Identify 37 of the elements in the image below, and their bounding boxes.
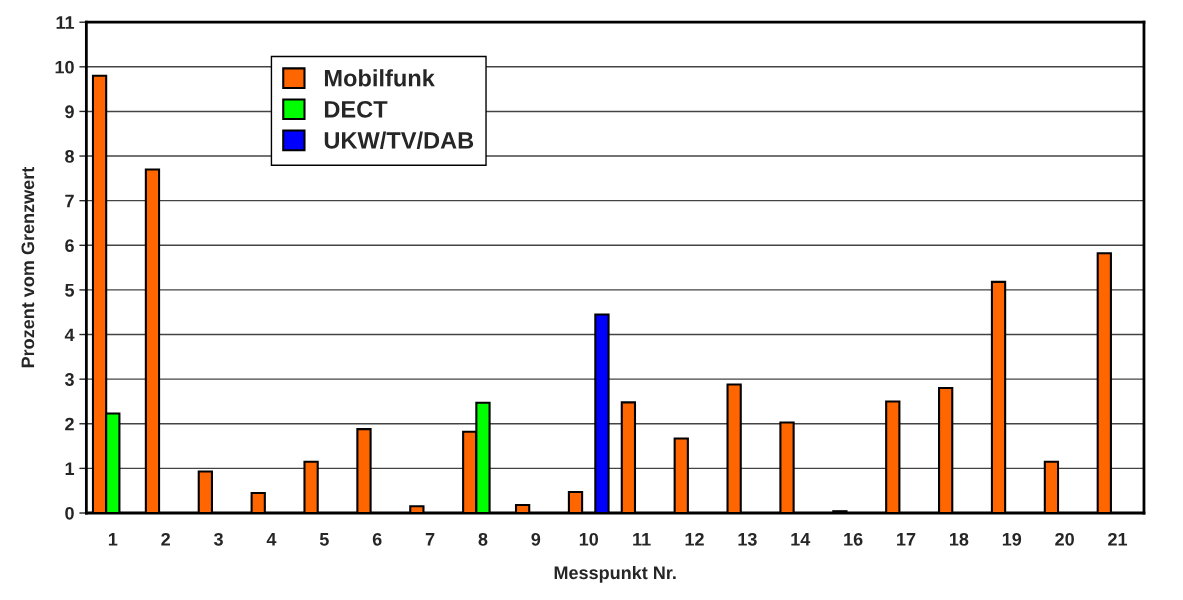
x-tick-label: 16 bbox=[844, 532, 863, 546]
x-tick-label: 7 bbox=[425, 533, 435, 546]
y-tick-label: 6 bbox=[65, 239, 74, 253]
x-tick-label: 2 bbox=[161, 532, 170, 546]
y-tick-label: 0 bbox=[65, 506, 74, 520]
legend-label: UKW/TV/DAB bbox=[324, 131, 474, 149]
x-axis-title: Messpunkt Nr. bbox=[554, 565, 676, 583]
x-tick-label: 12 bbox=[685, 532, 704, 546]
y-tick-label: 10 bbox=[55, 60, 74, 74]
x-tick-label: 13 bbox=[738, 532, 757, 546]
x-tick-label: 9 bbox=[531, 532, 541, 546]
y-tick-label: 8 bbox=[65, 149, 74, 163]
y-tick-label: 9 bbox=[65, 105, 74, 119]
x-tick-label: 4 bbox=[266, 533, 277, 546]
x-tick-label: 21 bbox=[1108, 532, 1128, 546]
x-tick-label: 11 bbox=[633, 533, 651, 546]
y-tick-label: 7 bbox=[65, 194, 74, 208]
x-tick-label: 14 bbox=[791, 533, 811, 546]
y-tick-label: 3 bbox=[64, 373, 74, 386]
x-tick-label: 17 bbox=[897, 533, 916, 546]
x-tick-label: 20 bbox=[1055, 532, 1074, 546]
x-tick-label: 1 bbox=[108, 533, 118, 546]
x-tick-label: 8 bbox=[478, 532, 488, 546]
y-tick-label: 4 bbox=[64, 328, 75, 342]
y-tick-label: 11 bbox=[56, 16, 75, 29]
legend-label: DECT bbox=[324, 100, 388, 118]
y-tick-label: 2 bbox=[65, 417, 74, 431]
legend-label: Mobilfunk bbox=[324, 69, 435, 87]
x-tick-label: 19 bbox=[1002, 532, 1022, 546]
x-tick-label: 5 bbox=[319, 533, 329, 546]
x-tick-label: 10 bbox=[579, 532, 599, 546]
y-tick-label: 1 bbox=[65, 462, 75, 475]
x-tick-label: 3 bbox=[213, 532, 223, 546]
x-tick-label: 6 bbox=[372, 532, 382, 546]
x-tick-label: 18 bbox=[949, 532, 969, 546]
y-axis-title: Prozent vom Grenzwert bbox=[21, 166, 35, 368]
y-tick-label: 5 bbox=[65, 284, 75, 297]
